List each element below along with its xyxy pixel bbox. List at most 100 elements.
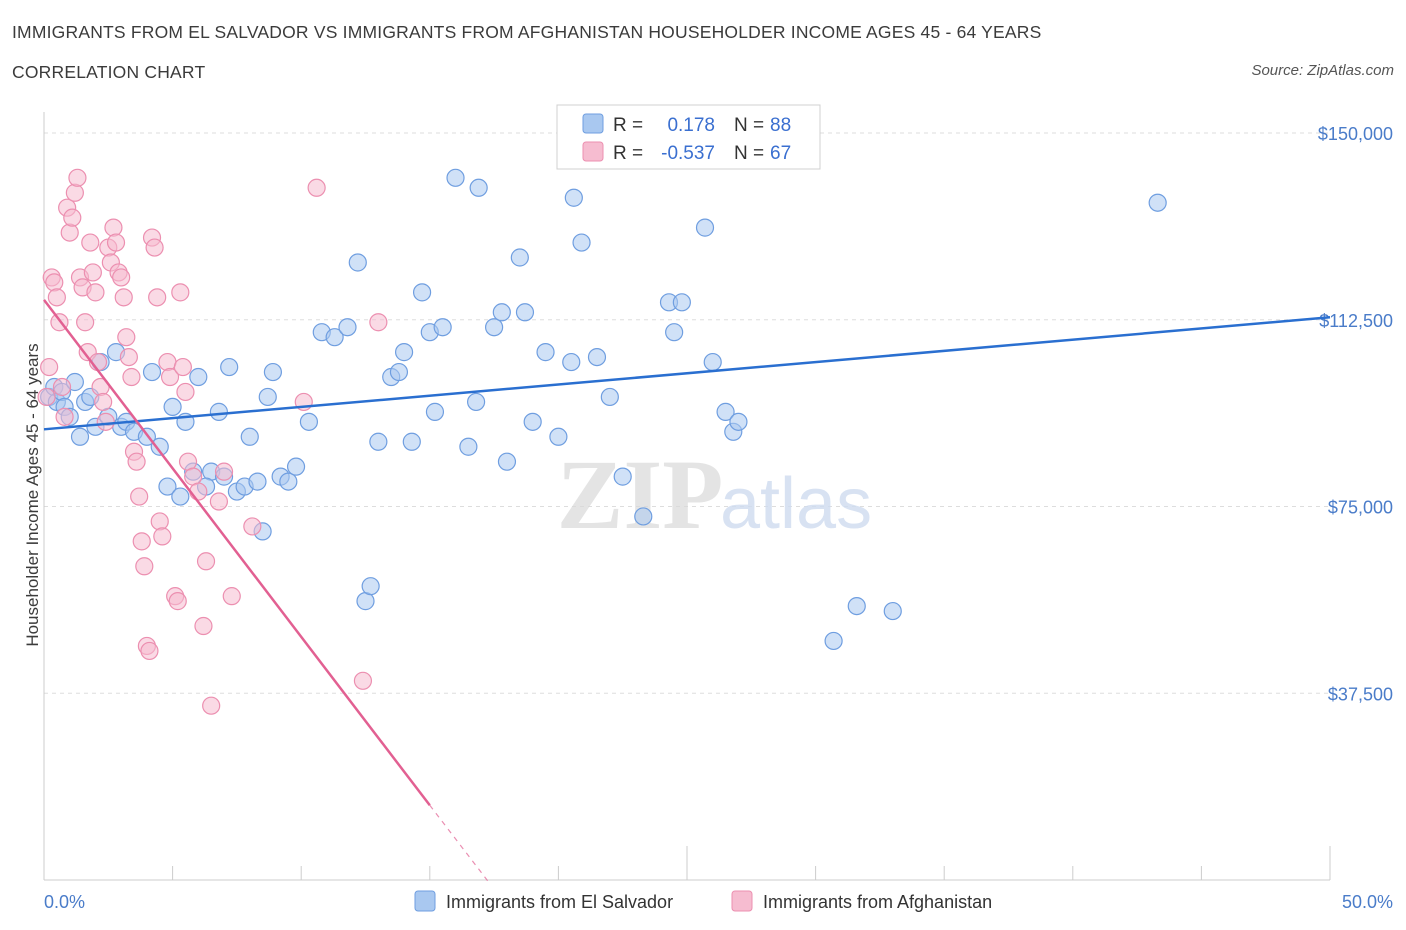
afghanistan-point-1 bbox=[40, 357, 59, 377]
el-salvador-point-37 bbox=[263, 362, 283, 382]
y-tick-labels: $37,500 $75,000 $112,500 $150,000 bbox=[1318, 124, 1393, 704]
el-salvador-point-39 bbox=[279, 472, 298, 491]
x-tick-label-max: 50.0% bbox=[1342, 892, 1393, 912]
afghanistan-point-3 bbox=[45, 273, 64, 292]
afghanistan-point-43 bbox=[148, 288, 167, 307]
afghanistan-point-19 bbox=[86, 283, 105, 302]
afghanistan-point-57 bbox=[196, 552, 216, 571]
afghanistan-point-38 bbox=[135, 557, 154, 576]
el-salvador-point-64 bbox=[510, 248, 529, 267]
el-salvador-point-63 bbox=[497, 452, 517, 471]
afghanistan-point-32 bbox=[119, 348, 138, 367]
afghanistan-point-49 bbox=[168, 592, 187, 611]
afghanistan-point-65 bbox=[353, 671, 373, 690]
y-axis-label: Householder Income Ages 45 - 64 years bbox=[23, 343, 42, 646]
el-salvador-point-77 bbox=[665, 323, 684, 342]
afghanistan-point-62 bbox=[243, 517, 262, 536]
el-salvador-point-43 bbox=[325, 328, 344, 347]
series-legend-swatch-afghanistan bbox=[731, 890, 753, 912]
el-salvador-point-7 bbox=[70, 427, 90, 446]
el-salvador-point-75 bbox=[634, 507, 653, 526]
el-salvador-point-50 bbox=[389, 362, 409, 382]
el-salvador-point-28 bbox=[209, 402, 228, 421]
el-salvador-point-47 bbox=[361, 577, 380, 596]
afghanistan-point-12 bbox=[68, 168, 87, 187]
el-salvador-point-68 bbox=[549, 427, 568, 446]
series-legend: Immigrants from El Salvador Immigrants f… bbox=[414, 890, 992, 912]
afghanistan-point-40 bbox=[140, 641, 159, 661]
el-salvador-point-86 bbox=[883, 601, 902, 621]
series-el-salvador-points bbox=[40, 168, 1167, 651]
afghanistan-point-35 bbox=[127, 452, 146, 471]
afghanistan-point-56 bbox=[194, 616, 213, 636]
el-salvador-point-62 bbox=[492, 303, 511, 322]
el-salvador-point-79 bbox=[695, 218, 715, 237]
afghanistan-point-23 bbox=[96, 412, 115, 431]
trend-line-afghanistan-extension bbox=[429, 804, 490, 883]
afghanistan-point-22 bbox=[94, 392, 113, 412]
el-salvador-point-45 bbox=[348, 253, 367, 272]
y-tick-label-2: $112,500 bbox=[1319, 311, 1393, 331]
afghanistan-point-58 bbox=[202, 696, 221, 715]
el-salvador-point-22 bbox=[171, 487, 190, 506]
afghanistan-point-63 bbox=[307, 178, 326, 197]
x-tick-label-min: 0.0% bbox=[44, 892, 85, 912]
el-salvador-point-71 bbox=[572, 233, 591, 252]
el-salvador-point-58 bbox=[459, 437, 478, 456]
el-salvador-point-60 bbox=[469, 178, 488, 197]
el-salvador-point-44 bbox=[338, 318, 357, 337]
afghanistan-point-44 bbox=[150, 512, 169, 531]
legend-r-label-2: R = bbox=[613, 143, 643, 164]
el-salvador-point-33 bbox=[240, 427, 259, 446]
chart-subtitle: CORRELATION CHART bbox=[12, 62, 206, 82]
el-salvador-point-41 bbox=[299, 412, 319, 431]
afghanistan-point-45 bbox=[153, 527, 172, 546]
series-legend-swatch-el-salvador bbox=[414, 890, 436, 912]
afghanistan-point-59 bbox=[209, 492, 228, 511]
el-salvador-point-52 bbox=[402, 432, 421, 451]
trend-lines bbox=[43, 299, 1331, 883]
el-salvador-point-18 bbox=[142, 362, 162, 382]
el-salvador-point-85 bbox=[847, 596, 866, 616]
afghanistan-point-15 bbox=[76, 313, 95, 332]
axes bbox=[43, 112, 1331, 881]
el-salvador-point-55 bbox=[425, 402, 445, 421]
el-salvador-point-81 bbox=[716, 402, 735, 421]
afghanistan-point-60 bbox=[214, 462, 234, 481]
el-salvador-point-59 bbox=[466, 392, 486, 412]
el-salvador-point-67 bbox=[536, 343, 555, 362]
el-salvador-point-66 bbox=[523, 412, 542, 431]
afghanistan-point-26 bbox=[104, 218, 123, 237]
el-salvador-point-72 bbox=[587, 348, 607, 367]
el-salvador-point-56 bbox=[433, 318, 452, 337]
afghanistan-point-42 bbox=[145, 238, 164, 257]
afghanistan-point-7 bbox=[55, 407, 74, 426]
watermark-zip: ZIP bbox=[557, 439, 724, 550]
afghanistan-point-52 bbox=[176, 382, 195, 402]
afghanistan-point-46 bbox=[158, 352, 177, 372]
legend-n-value-2: 67 bbox=[770, 143, 791, 164]
el-salvador-point-30 bbox=[220, 357, 239, 377]
afghanistan-point-4 bbox=[47, 288, 66, 307]
legend-n-label-1: N = bbox=[734, 115, 764, 136]
afghanistan-point-47 bbox=[160, 367, 180, 387]
series-afghanistan-points bbox=[37, 168, 388, 715]
el-salvador-point-57 bbox=[446, 168, 465, 187]
afghanistan-point-11 bbox=[65, 183, 84, 202]
y-tick-label-0: $37,500 bbox=[1328, 684, 1393, 704]
el-salvador-point-53 bbox=[412, 283, 432, 302]
afghanistan-point-30 bbox=[114, 288, 133, 307]
trend-line-el-salvador bbox=[43, 316, 1331, 431]
y-tick-label-3: $150,000 bbox=[1318, 124, 1393, 144]
afghanistan-point-33 bbox=[122, 367, 141, 387]
afghanistan-point-50 bbox=[171, 283, 190, 302]
afghanistan-point-36 bbox=[130, 487, 149, 506]
el-salvador-point-19 bbox=[150, 437, 169, 456]
el-salvador-point-34 bbox=[248, 472, 267, 491]
chart-title: IMMIGRANTS FROM EL SALVADOR VS IMMIGRANT… bbox=[12, 22, 1042, 42]
el-salvador-point-61 bbox=[485, 318, 504, 337]
el-salvador-point-21 bbox=[163, 397, 182, 416]
el-salvador-point-48 bbox=[369, 432, 388, 451]
afghanistan-point-0 bbox=[37, 387, 56, 407]
